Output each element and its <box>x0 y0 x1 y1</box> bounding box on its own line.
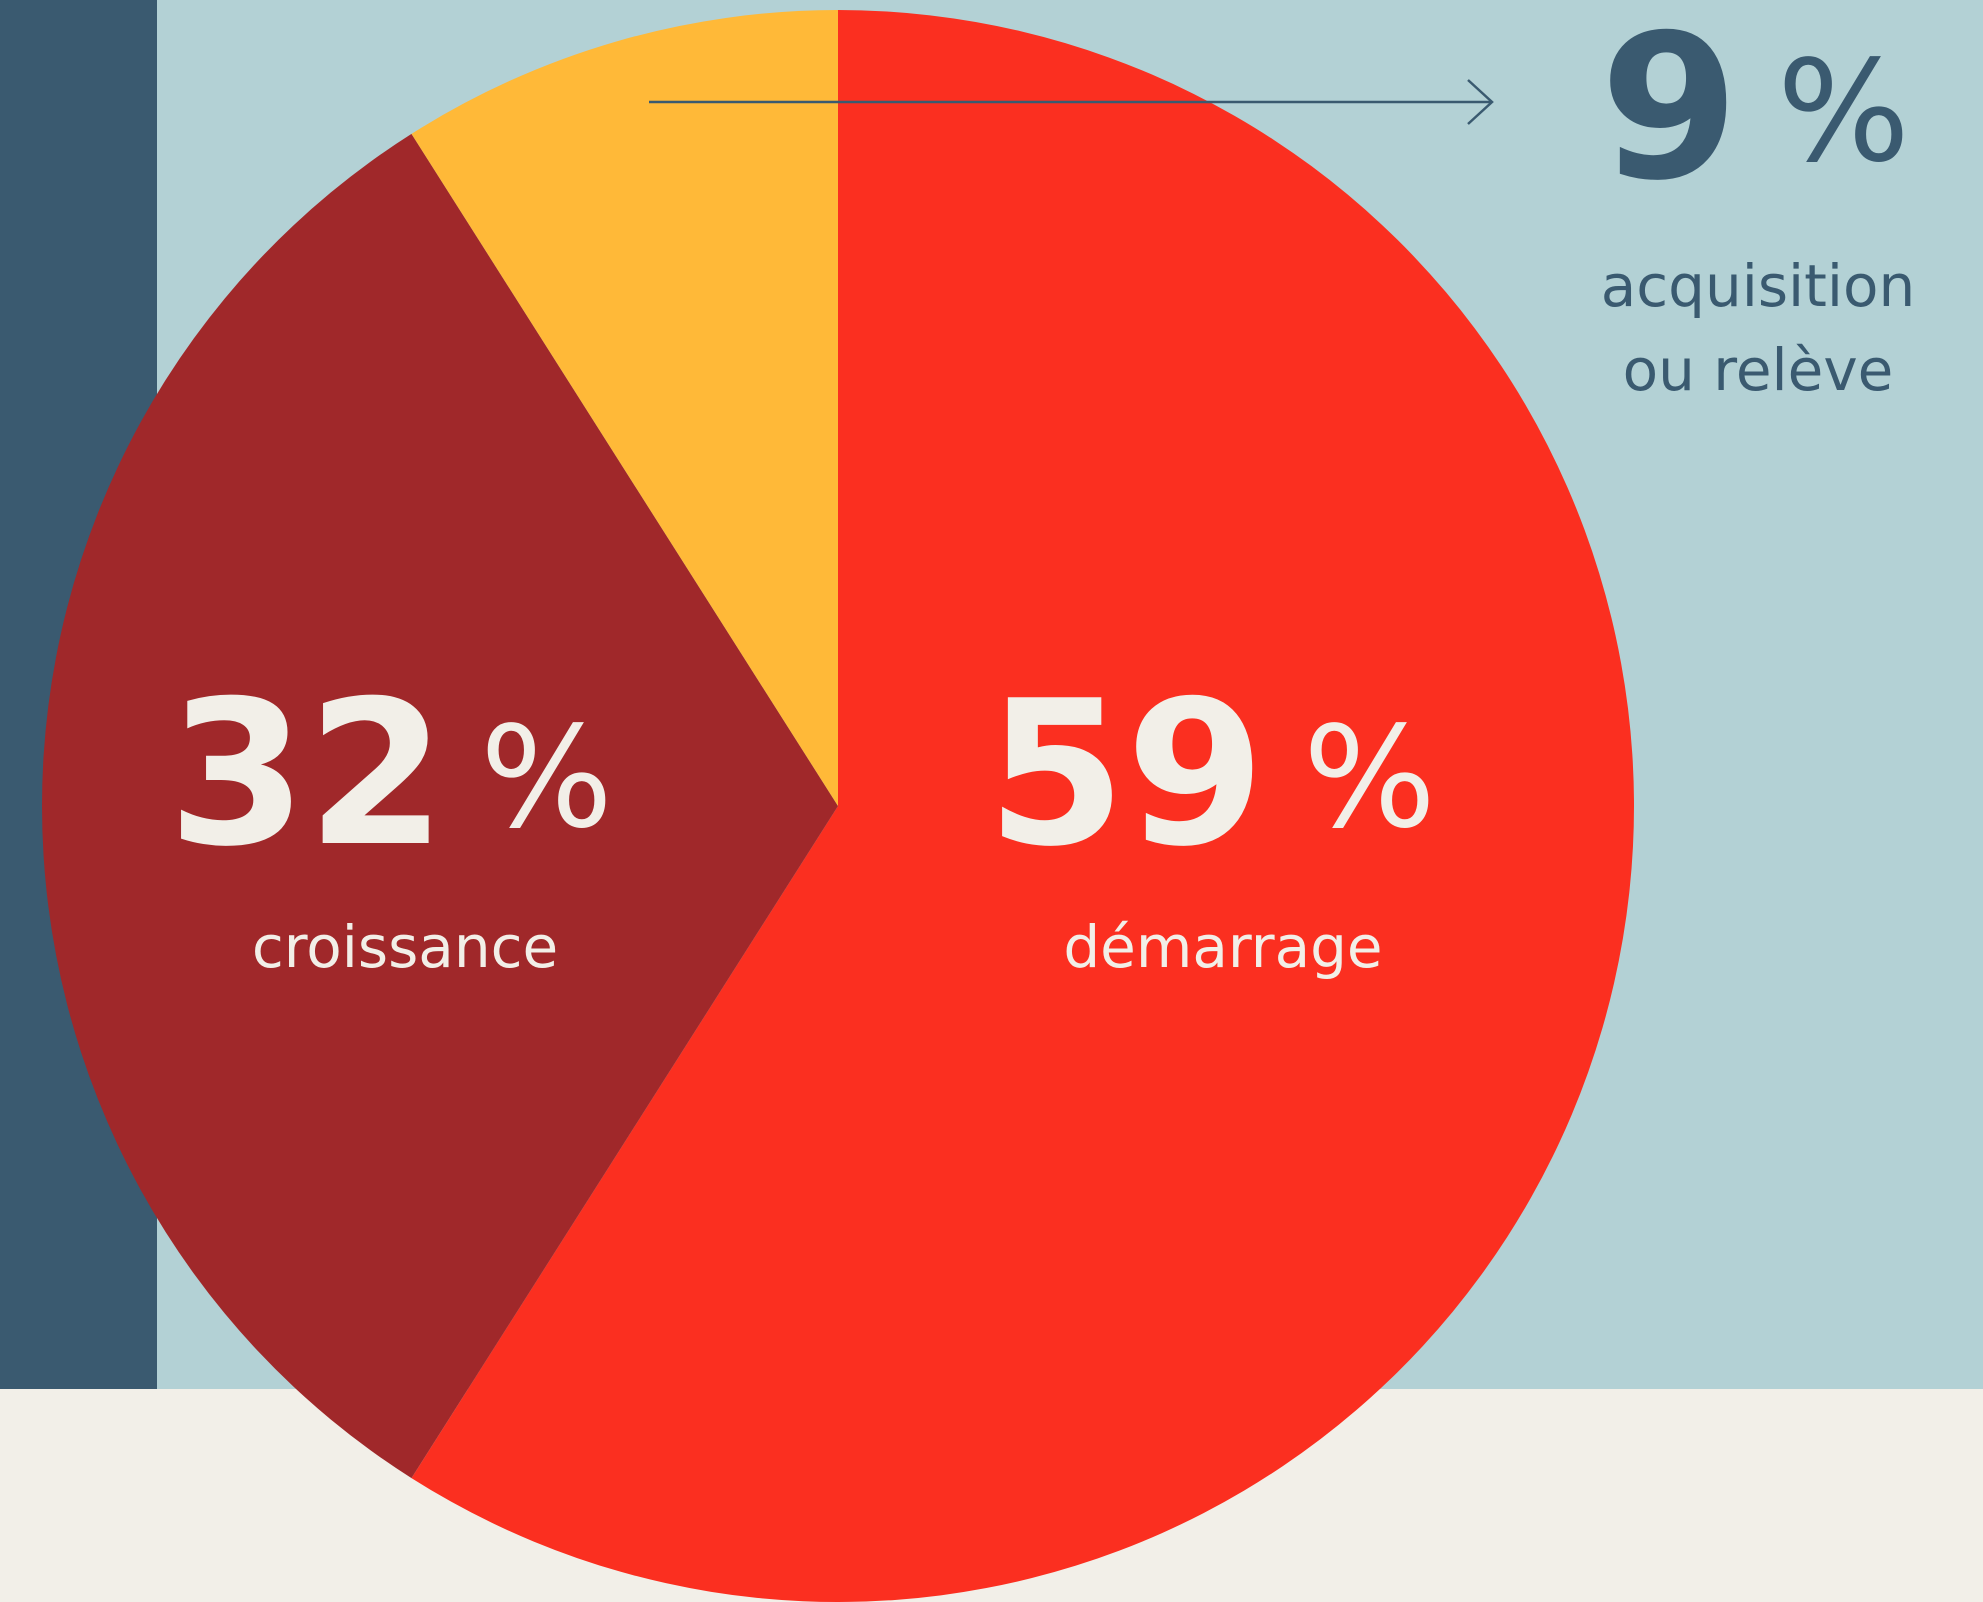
category-label: acquisition ou relève <box>1600 252 1916 404</box>
category-label: démarrage <box>1063 913 1382 981</box>
pie-slice <box>41 133 838 1479</box>
pie-slice <box>411 10 1634 1602</box>
pie-slice <box>411 10 838 806</box>
unit-label: % <box>480 697 613 860</box>
value-label: 59 <box>987 658 1265 891</box>
unit-label: % <box>1777 31 1910 194</box>
pie <box>41 10 1634 1602</box>
value-label: 9 <box>1600 0 1739 225</box>
unit-label: % <box>1303 697 1436 860</box>
category-label: croissance <box>252 913 558 981</box>
value-label: 32 <box>168 658 446 891</box>
arrow <box>649 79 1494 125</box>
